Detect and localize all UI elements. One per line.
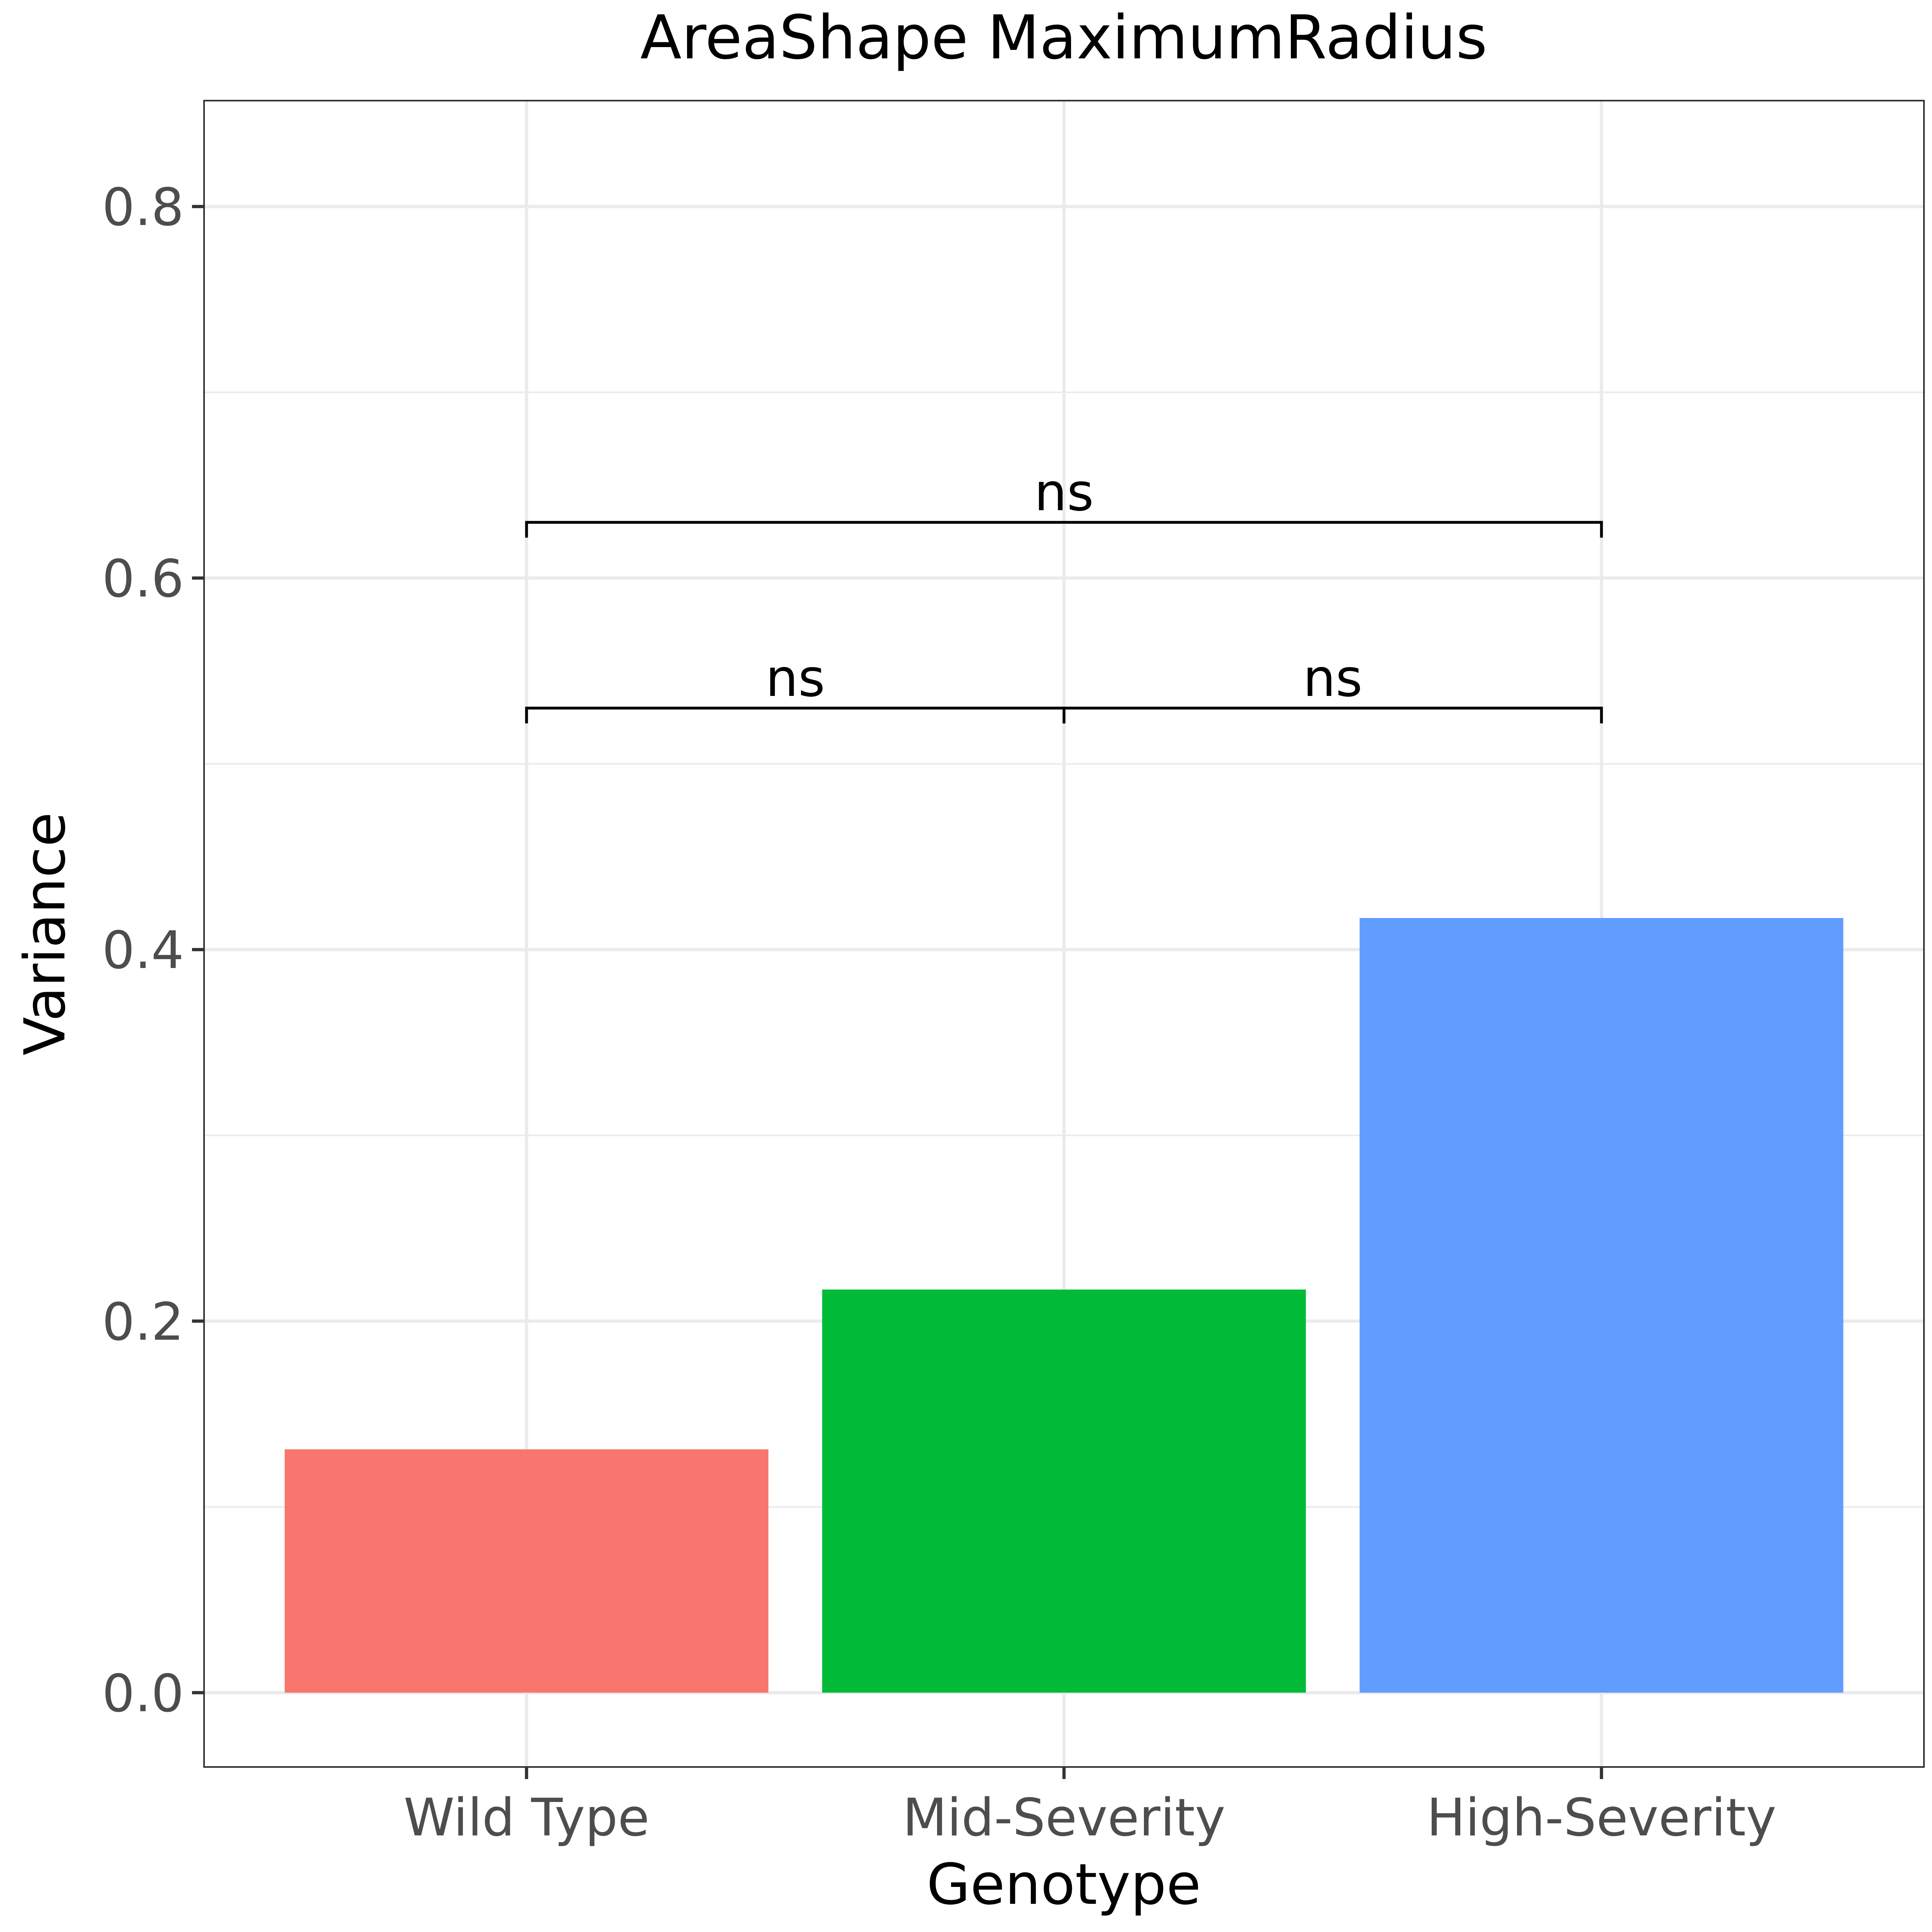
y-tick-label: 0.2 <box>102 1292 184 1352</box>
chart-title: AreaShape MaximumRadius <box>640 3 1488 73</box>
significance-bracket <box>525 706 1065 724</box>
y-tick-label: 0.4 <box>102 921 184 980</box>
x-tick-label: High-Severity <box>1426 1788 1776 1848</box>
significance-annotations: ns ns ns <box>525 463 1603 724</box>
y-tick-label: 0.0 <box>102 1664 184 1724</box>
x-tick-label: Wild Type <box>404 1788 650 1848</box>
significance-bracket <box>525 521 1603 538</box>
y-axis-title: Variance <box>12 812 78 1056</box>
x-tick-label: Mid-Severity <box>902 1788 1225 1848</box>
bar-mid-severity <box>822 1289 1306 1693</box>
significance-label: ns <box>1034 463 1094 523</box>
bars <box>285 918 1843 1693</box>
y-tick-label: 0.6 <box>102 549 184 609</box>
axes: 0.0 0.2 0.4 0.6 0.8 Wild Type Mid-Severity High… <box>102 178 1776 1848</box>
bar-wild-type <box>285 1449 769 1693</box>
significance-bracket <box>1063 706 1603 724</box>
significance-label: ns <box>766 648 825 708</box>
significance-label: ns <box>1303 648 1362 708</box>
y-tick-label: 0.8 <box>102 178 184 237</box>
x-axis-title: Genotype <box>927 1852 1201 1918</box>
bar-high-severity <box>1359 918 1843 1693</box>
